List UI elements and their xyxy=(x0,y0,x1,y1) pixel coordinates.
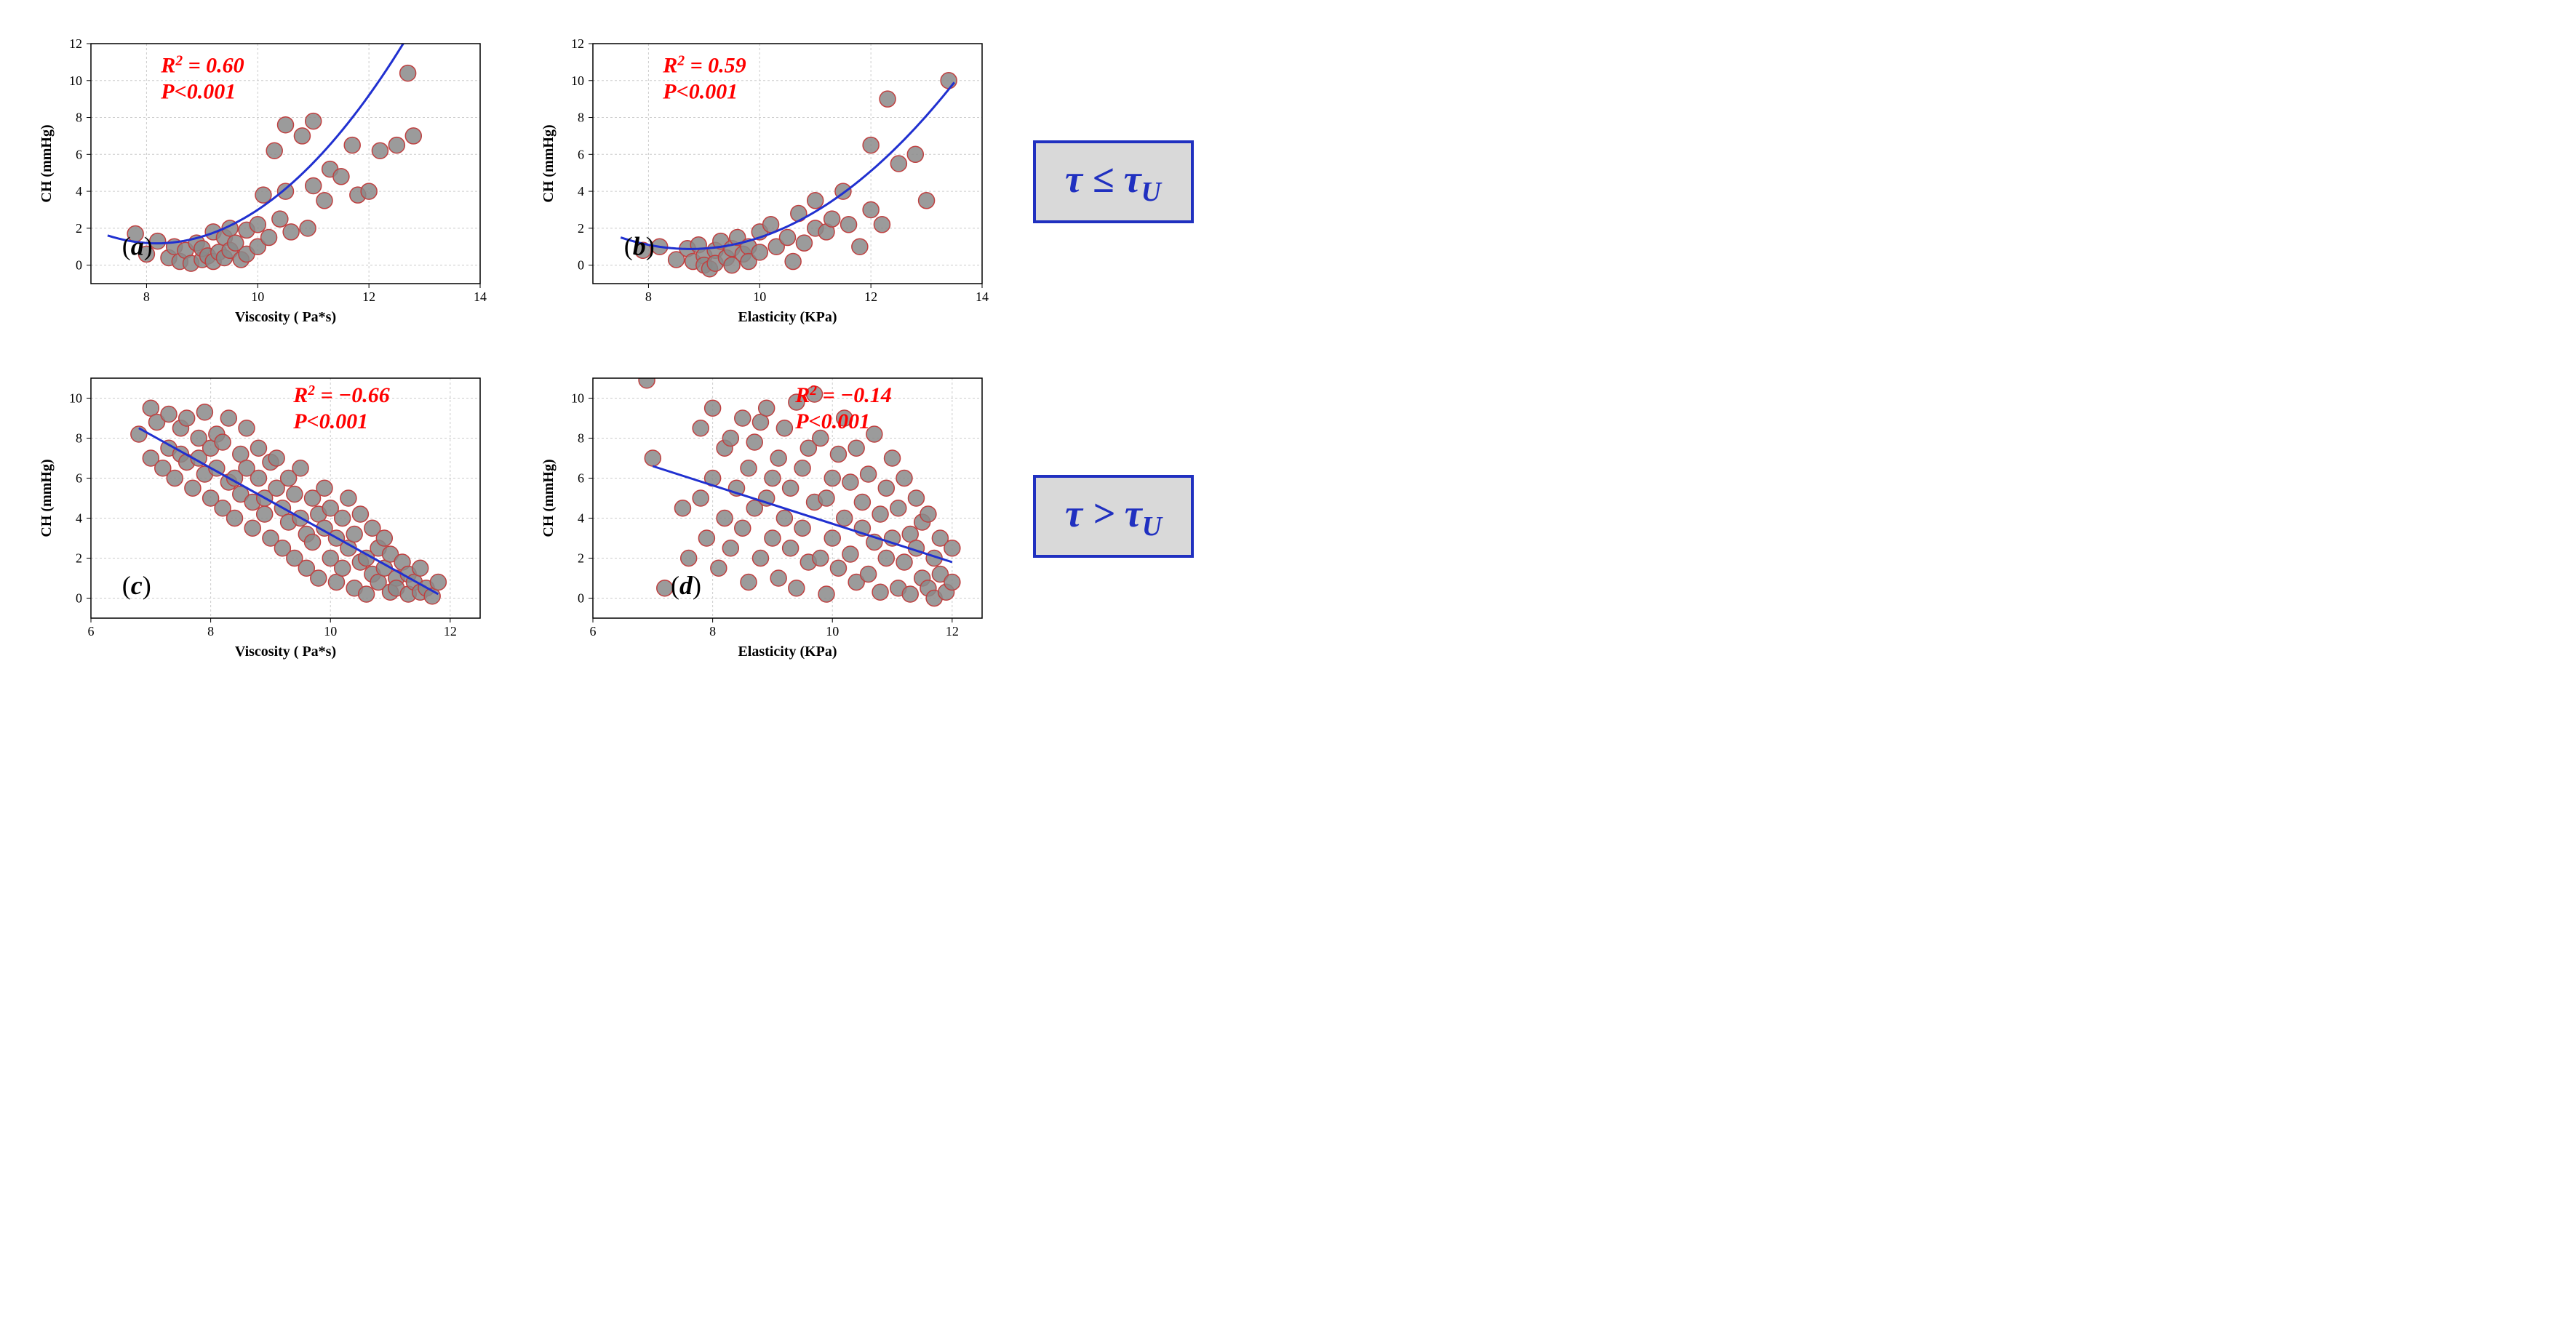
svg-text:2: 2 xyxy=(76,551,82,566)
svg-text:6: 6 xyxy=(76,147,82,161)
svg-text:CH (mmHg): CH (mmHg) xyxy=(541,459,557,537)
svg-text:4: 4 xyxy=(76,184,82,199)
tau-symbol: τ xyxy=(1125,492,1142,535)
svg-text:Viscosity ( Pa*s): Viscosity ( Pa*s) xyxy=(235,309,336,325)
svg-text:12: 12 xyxy=(362,289,375,304)
svg-text:6: 6 xyxy=(578,471,584,486)
svg-text:6: 6 xyxy=(76,471,82,486)
tau-symbol: τ xyxy=(1065,157,1082,201)
svg-text:8: 8 xyxy=(578,431,584,446)
svg-text:12: 12 xyxy=(69,36,82,51)
panel-c: 6 8 10 12 0 2 4 6 8 10 Viscosity ( Pa*s) CH (mmHg) R… xyxy=(29,364,495,669)
svg-text:8: 8 xyxy=(709,624,716,639)
svg-text:P<0.001: P<0.001 xyxy=(794,409,870,433)
condition-top: τ ≤ τU xyxy=(1033,140,1194,224)
svg-text:12: 12 xyxy=(444,624,457,639)
svg-text:0: 0 xyxy=(578,258,584,273)
figure-grid: 8 10 12 14 0 2 4 6 8 10 12 Viscosity ( Pa*s) CH (mmH… xyxy=(29,29,2547,669)
svg-text:2: 2 xyxy=(578,221,584,236)
panel-a: 8 10 12 14 0 2 4 6 8 10 12 Viscosity ( Pa*s) CH (mmH… xyxy=(29,29,495,335)
svg-text:(a): (a) xyxy=(122,231,153,260)
svg-text:R2 = 0.60: R2 = 0.60 xyxy=(160,53,244,78)
svg-text:4: 4 xyxy=(578,184,584,199)
svg-text:12: 12 xyxy=(946,624,959,639)
svg-text:8: 8 xyxy=(76,431,82,446)
svg-text:4: 4 xyxy=(578,511,584,526)
svg-text:6: 6 xyxy=(590,624,597,639)
svg-text:2: 2 xyxy=(578,551,584,566)
svg-text:Elasticity (KPa): Elasticity (KPa) xyxy=(738,644,837,660)
svg-text:CH (mmHg): CH (mmHg) xyxy=(39,124,55,202)
svg-text:(b): (b) xyxy=(624,231,655,260)
svg-text:R2 = −0.66: R2 = −0.66 xyxy=(292,383,390,408)
svg-text:14: 14 xyxy=(474,289,487,304)
svg-text:P<0.001: P<0.001 xyxy=(292,409,368,433)
svg-text:Elasticity (KPa): Elasticity (KPa) xyxy=(738,309,837,325)
svg-text:Viscosity ( Pa*s): Viscosity ( Pa*s) xyxy=(235,644,336,660)
svg-text:10: 10 xyxy=(69,391,82,406)
svg-text:10: 10 xyxy=(753,289,766,304)
svg-text:R2 = −0.14: R2 = −0.14 xyxy=(794,383,892,408)
svg-text:0: 0 xyxy=(578,591,584,606)
svg-text:8: 8 xyxy=(645,289,652,304)
svg-text:8: 8 xyxy=(207,624,214,639)
svg-text:P<0.001: P<0.001 xyxy=(160,80,236,104)
svg-text:8: 8 xyxy=(578,111,584,125)
tau-symbol: τ xyxy=(1124,157,1141,201)
panel-d: 6 8 10 12 0 2 4 6 8 10 Elasticity (KPa) CH (mmHg) R2… xyxy=(531,364,997,669)
svg-text:8: 8 xyxy=(76,111,82,125)
svg-text:4: 4 xyxy=(76,511,82,526)
svg-text:CH (mmHg): CH (mmHg) xyxy=(39,459,55,537)
svg-text:2: 2 xyxy=(76,221,82,236)
condition-bottom: τ > τU xyxy=(1033,475,1194,559)
svg-text:10: 10 xyxy=(826,624,839,639)
svg-text:(c): (c) xyxy=(122,571,151,600)
svg-text:6: 6 xyxy=(578,147,584,161)
subscript-u: U xyxy=(1141,176,1161,207)
svg-text:8: 8 xyxy=(143,289,150,304)
tau-symbol: τ xyxy=(1065,492,1082,535)
svg-text:6: 6 xyxy=(88,624,95,639)
svg-text:CH (mmHg): CH (mmHg) xyxy=(541,124,557,202)
svg-text:12: 12 xyxy=(571,36,584,51)
panel-b: 8 10 12 14 0 2 4 6 8 10 12 Elasticity (KPa) CH (mmHg… xyxy=(531,29,997,335)
subscript-u: U xyxy=(1142,511,1162,541)
svg-text:10: 10 xyxy=(251,289,264,304)
svg-text:10: 10 xyxy=(69,73,82,88)
svg-text:R2 = 0.59: R2 = 0.59 xyxy=(662,53,746,78)
svg-text:P<0.001: P<0.001 xyxy=(662,80,738,104)
svg-text:10: 10 xyxy=(571,73,584,88)
svg-text:14: 14 xyxy=(976,289,989,304)
svg-text:12: 12 xyxy=(864,289,877,304)
svg-text:10: 10 xyxy=(324,624,337,639)
svg-text:(d): (d) xyxy=(671,571,701,600)
svg-text:0: 0 xyxy=(76,258,82,273)
svg-text:0: 0 xyxy=(76,591,82,606)
svg-text:10: 10 xyxy=(571,391,584,406)
